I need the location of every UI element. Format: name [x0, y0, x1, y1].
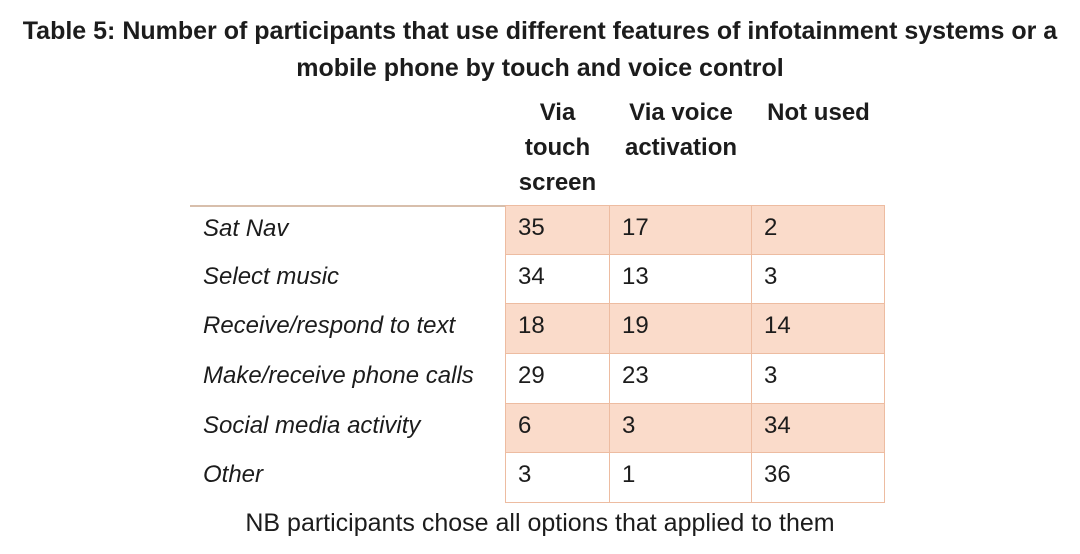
cell-other-voice: 1	[610, 453, 752, 503]
row-label-select-music: Select music	[190, 254, 505, 305]
table-title-line-1: Table 5: Number of participants that use…	[22, 17, 1058, 45]
participants-table: Via touch screen Via voice activation No…	[190, 92, 885, 503]
cell-social-touch: 6	[505, 403, 610, 454]
row-label-sat-nav: Sat Nav	[190, 205, 505, 255]
row-label-receive-respond-text: Receive/respond to text	[190, 304, 505, 354]
column-header-empty	[190, 92, 505, 205]
table-footnote: NB participants chose all options that a…	[245, 509, 835, 537]
cell-text-voice: 19	[610, 304, 752, 354]
cell-social-not-used: 34	[752, 403, 885, 454]
cell-text-not-used: 14	[752, 304, 885, 354]
cell-calls-touch: 29	[505, 353, 610, 404]
cell-text-touch: 18	[505, 304, 610, 354]
column-header-via-touch-screen: Via touch screen	[518, 99, 597, 196]
column-header-via-voice-activation: Via voice activation	[624, 99, 738, 161]
cell-other-touch: 3	[505, 453, 610, 503]
cell-calls-not-used: 3	[752, 353, 885, 404]
cell-other-not-used: 36	[752, 453, 885, 503]
table-title: Table 5: Number of participants that use…	[0, 13, 1080, 87]
cell-select-music-touch: 34	[505, 254, 610, 305]
row-label-phone-calls: Make/receive phone calls	[190, 353, 505, 404]
table-title-line-2: mobile phone by touch and voice control	[296, 54, 784, 82]
column-header-not-used: Not used	[767, 99, 870, 126]
row-label-other: Other	[190, 453, 505, 503]
cell-sat-nav-voice: 17	[610, 205, 752, 255]
cell-social-voice: 3	[610, 403, 752, 454]
cell-calls-voice: 23	[610, 353, 752, 404]
cell-select-music-voice: 13	[610, 254, 752, 305]
row-label-social-media: Social media activity	[190, 403, 505, 454]
cell-sat-nav-touch: 35	[505, 205, 610, 255]
cell-sat-nav-not-used: 2	[752, 205, 885, 255]
cell-select-music-not-used: 3	[752, 254, 885, 305]
